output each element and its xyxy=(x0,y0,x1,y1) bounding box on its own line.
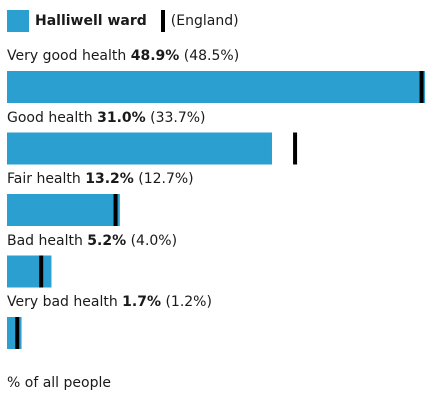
bar-very-bad-health xyxy=(7,317,22,349)
legend-label-ward: Halliwell ward xyxy=(35,13,147,29)
legend: Halliwell ward (England) xyxy=(7,10,239,32)
bar-very-good-health xyxy=(7,71,425,103)
reference-marker-bad-health xyxy=(39,255,44,288)
category-label: Bad health xyxy=(7,232,83,249)
bar-bad-health xyxy=(7,255,52,288)
bar-good-health xyxy=(7,132,272,165)
value-label: 13.2% xyxy=(85,171,134,187)
row-label-bad-health: Bad health 5.2% (4.0%) xyxy=(7,233,177,250)
reference-marker-very-good-health xyxy=(419,71,424,103)
unit-label: % of all people xyxy=(7,375,111,391)
legend-label-england: (England) xyxy=(170,13,239,29)
row-label-fair-health: Fair health 13.2% (12.7%) xyxy=(7,171,194,188)
reference-value-label: (33.7%) xyxy=(150,109,206,126)
reference-marker-very-bad-health xyxy=(15,317,20,349)
value-label: 1.7% xyxy=(122,294,161,310)
value-label: 31.0% xyxy=(97,109,146,126)
row-label-good-health: Good health 31.0% (33.7%) xyxy=(7,110,206,127)
reference-value-label: (1.2%) xyxy=(165,294,212,310)
reference-value-label: (48.5%) xyxy=(183,48,240,64)
reference-marker-good-health xyxy=(293,132,298,165)
reference-marker-fair-health xyxy=(113,194,118,226)
bar-fair-health xyxy=(7,194,120,226)
category-label: Very good health xyxy=(7,48,127,64)
legend-swatch-england xyxy=(160,10,165,32)
reference-value-label: (4.0%) xyxy=(130,232,178,249)
category-label: Fair health xyxy=(7,171,81,187)
row-label-very-bad-health: Very bad health 1.7% (1.2%) xyxy=(7,294,212,311)
value-label: 48.9% xyxy=(130,48,180,64)
row-label-very-good-health: Very good health 48.9% (48.5%) xyxy=(7,48,239,65)
category-label: Good health xyxy=(7,109,93,126)
legend-swatch-ward xyxy=(7,10,29,32)
reference-value-label: (12.7%) xyxy=(138,171,194,187)
category-label: Very bad health xyxy=(7,294,118,310)
value-label: 5.2% xyxy=(87,232,127,249)
